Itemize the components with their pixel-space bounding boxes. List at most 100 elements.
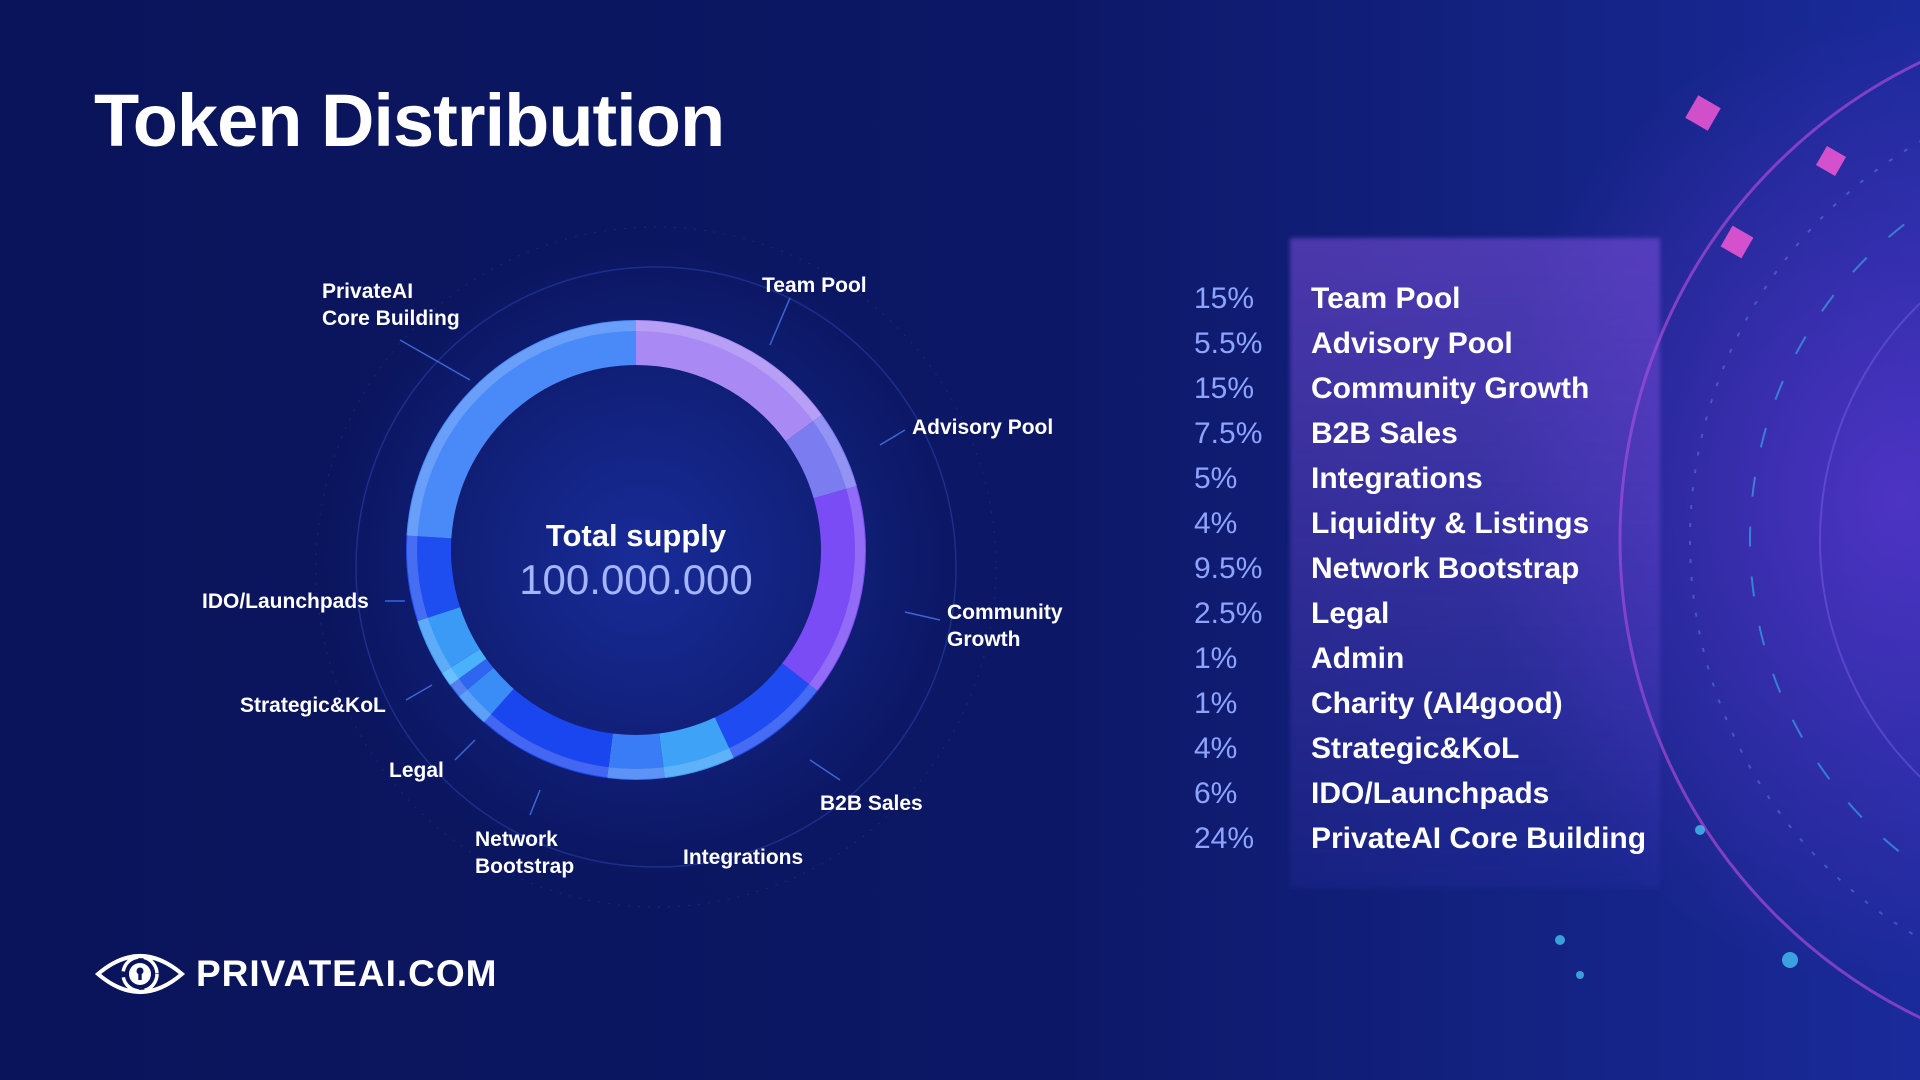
donut-slice-legal	[458, 667, 514, 723]
legend-name: Integrations	[1311, 461, 1483, 495]
leader-line-network-bootstrap	[529, 789, 541, 816]
legend-name: Liquidity & Listings	[1311, 506, 1590, 540]
dial-ring	[1618, 61, 1920, 1019]
chart-label-ido: IDO/Launchpads	[202, 590, 369, 613]
chart-label-integrations: Integrations	[683, 846, 804, 869]
donut-slice-liquidity-listings	[607, 733, 665, 780]
donut-slice-charity-ai4good-	[441, 649, 487, 686]
chart-label-team-pool: Team Pool	[762, 274, 867, 297]
donut-slice-community-growth	[782, 485, 866, 691]
legend-name: PrivateAI Core Building	[1311, 821, 1647, 855]
legend-row: 7.5% B2B Sales	[1194, 411, 1646, 456]
legend-name: Network Bootstrap	[1311, 551, 1580, 585]
donut-slice-b2b-sales	[714, 663, 818, 759]
chart-ring	[355, 266, 957, 868]
legend-percent: 6%	[1194, 776, 1238, 810]
legend-name: Team Pool	[1311, 281, 1461, 315]
donut-slice-ido-launchpads	[406, 535, 461, 622]
chart-ring	[315, 226, 997, 908]
chart-label-network-line2: Bootstrap	[475, 855, 575, 878]
legend-name: Admin	[1311, 641, 1405, 675]
legend-row: 15% Community Growth	[1194, 366, 1646, 411]
chart-label-core-line2: Core Building	[322, 307, 460, 330]
legend-name: Advisory Pool	[1311, 326, 1513, 360]
chart-label-advisory-pool: Advisory Pool	[912, 416, 1054, 439]
legend-name: Charity (AI4good)	[1311, 686, 1563, 720]
legend-percent: 5%	[1194, 461, 1238, 495]
legend-row: 2.5% Legal	[1194, 591, 1646, 636]
legend-percent: 15%	[1194, 371, 1255, 405]
legend-row: 24% PrivateAI Core Building	[1194, 816, 1646, 861]
legend-percent: 9.5%	[1194, 551, 1263, 585]
legend-name: Strategic&KoL	[1311, 731, 1520, 765]
legend-row: 6% IDO/Launchpads	[1194, 771, 1646, 816]
legend-percent: 15%	[1194, 281, 1255, 315]
deco-dot	[1576, 971, 1584, 979]
legend-percent: 4%	[1194, 506, 1238, 540]
chart-label-strategic: Strategic&KoL	[240, 694, 386, 717]
donut-highlight	[407, 321, 865, 779]
legend-percent: 7.5%	[1194, 416, 1263, 450]
legend-name: IDO/Launchpads	[1311, 776, 1550, 810]
deco-square	[1685, 95, 1721, 131]
donut-slice-network-bootstrap	[483, 688, 613, 779]
page-title: Token Distribution	[94, 79, 725, 162]
legend-row: 1% Admin	[1194, 636, 1646, 681]
dial-ring	[1749, 211, 1920, 869]
donut-slice-team-pool	[636, 320, 823, 442]
legend-name: Community Growth	[1311, 371, 1590, 405]
leader-line-strategic	[405, 684, 433, 701]
donut-center: Total supply 100.000.000	[519, 518, 753, 604]
deco-square	[1815, 145, 1847, 177]
legend-row: 5% Integrations	[1194, 456, 1646, 501]
chart-label-community-line1: Community	[947, 601, 1063, 624]
leader-line-community-growth	[904, 611, 941, 621]
deco-dot	[1695, 825, 1705, 835]
chart-label-b2b-sales: B2B Sales	[820, 792, 923, 815]
deco-dot	[1782, 952, 1798, 968]
legend-name: Legal	[1311, 596, 1390, 630]
leader-line-b2b-sales	[809, 759, 841, 781]
donut-slice-advisory-pool	[785, 414, 857, 499]
legend-percent: 2.5%	[1194, 596, 1263, 630]
brand-logo[interactable]: PRIVATEAI.COM	[94, 946, 497, 1002]
chart-label-core-line1: PrivateAI	[322, 280, 414, 303]
chart-label-community-growth: Community Growth	[947, 599, 1063, 653]
legend-percent: 4%	[1194, 731, 1238, 765]
eye-lock-icon	[94, 954, 186, 994]
donut-slice-privateai-core-building	[406, 320, 636, 539]
brand-name: PRIVATEAI.COM	[196, 953, 498, 994]
chart-label-legal: Legal	[389, 759, 444, 782]
donut-slice-integrations	[659, 717, 734, 779]
deco-square	[1720, 225, 1754, 259]
legend-row: 15% Team Pool	[1194, 276, 1646, 321]
leader-line-core	[399, 339, 471, 381]
legend-name: B2B Sales	[1311, 416, 1458, 450]
leader-line-advisory-pool	[879, 429, 906, 446]
total-supply-label: Total supply	[545, 518, 727, 553]
chart-label-network-bootstrap: Network Bootstrap	[475, 826, 574, 880]
chart-label-network-line1: Network	[475, 828, 558, 851]
legend-row: 1% Charity (AI4good)	[1194, 681, 1646, 726]
donut-slice-strategic-kol	[417, 607, 480, 674]
legend-panel-bg	[1290, 238, 1660, 888]
dial-ring	[1819, 302, 1920, 778]
legend-percent: 1%	[1194, 686, 1238, 720]
legend-row: 5.5% Advisory Pool	[1194, 321, 1646, 366]
chart-label-community-line2: Growth	[947, 628, 1021, 651]
legend-row: 9.5% Network Bootstrap	[1194, 546, 1646, 591]
donut-slice-admin	[449, 658, 494, 697]
total-supply-value: 100.000.000	[519, 556, 753, 603]
leader-line-legal	[454, 739, 476, 761]
legend-percent: 5.5%	[1194, 326, 1263, 360]
legend-percent: 24%	[1194, 821, 1255, 855]
legend-percent: 1%	[1194, 641, 1238, 675]
legend: 15% Team Pool 5.5% Advisory Pool 15% Communit…	[1194, 276, 1646, 861]
deco-dot	[1555, 935, 1565, 945]
legend-row: 4% Liquidity & Listings	[1194, 501, 1646, 546]
legend-row: 4% Strategic&KoL	[1194, 726, 1646, 771]
chart-label-core: PrivateAI Core Building	[322, 278, 460, 332]
